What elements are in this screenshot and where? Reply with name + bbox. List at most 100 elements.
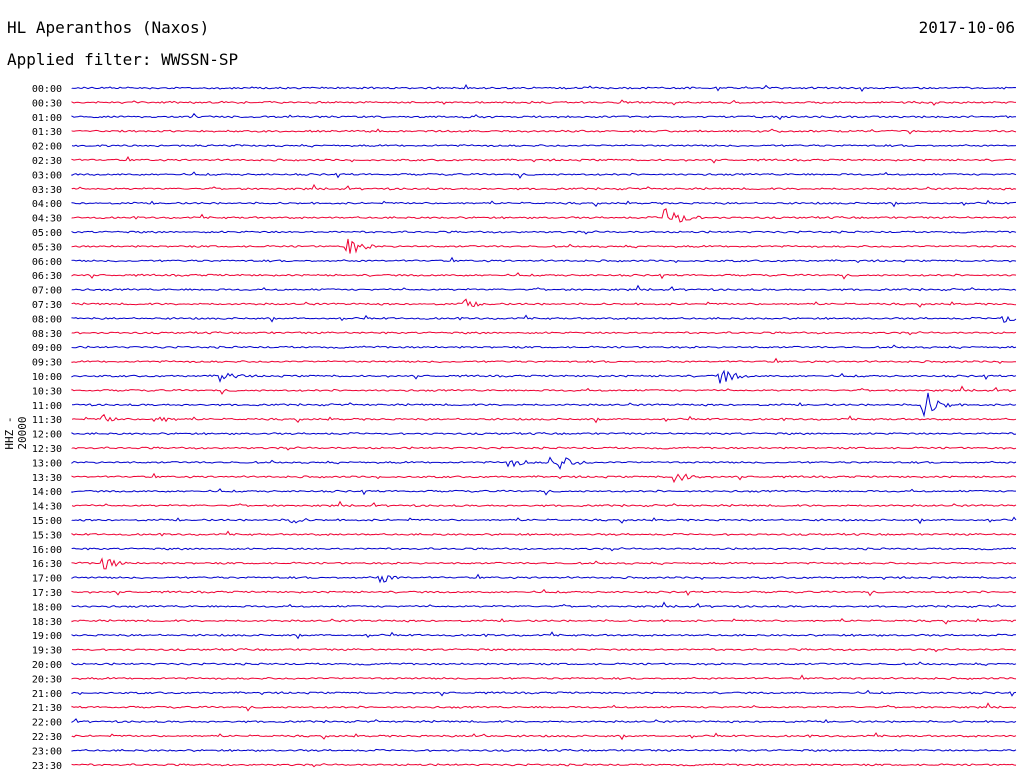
time-tick-label: 19:30	[32, 646, 62, 657]
trace-line	[71, 702, 1017, 712]
record-date: 2017-10-06	[918, 18, 1015, 37]
station-title: HL Aperanthos (Naxos)	[7, 18, 210, 37]
time-tick-label: 20:00	[32, 660, 62, 671]
trace-line	[71, 392, 1017, 418]
time-tick-label: 21:00	[32, 689, 62, 700]
time-tick-label: 19:00	[32, 631, 62, 642]
time-tick-label: 12:00	[32, 430, 62, 441]
trace-line	[71, 284, 1017, 292]
time-tick-label: 09:30	[32, 358, 62, 369]
trace-line	[71, 601, 1017, 609]
trace-line	[71, 413, 1017, 424]
trace-line	[71, 446, 1017, 451]
trace-line	[71, 557, 1017, 570]
trace-line	[71, 385, 1017, 395]
trace-line	[71, 573, 1017, 584]
trace-line	[71, 516, 1017, 525]
time-tick-label: 14:00	[32, 487, 62, 498]
trace-line	[71, 500, 1017, 508]
trace-line	[71, 155, 1017, 164]
trace-line	[71, 763, 1017, 768]
trace-line	[71, 369, 1017, 384]
trace-line	[71, 456, 1017, 470]
trace-line	[71, 238, 1017, 254]
time-tick-label: 11:00	[32, 401, 62, 412]
time-tick-label: 22:30	[32, 732, 62, 743]
trace-line	[71, 431, 1017, 436]
time-tick-label: 05:30	[32, 242, 62, 253]
time-tick-label: 02:00	[32, 142, 62, 153]
time-tick-label: 04:00	[32, 199, 62, 210]
time-tick-label: 15:30	[32, 530, 62, 541]
time-tick-label: 09:00	[32, 343, 62, 354]
time-tick-label: 17:00	[32, 574, 62, 585]
trace-line	[71, 647, 1017, 653]
time-tick-label: 05:00	[32, 228, 62, 239]
trace-line	[71, 488, 1016, 496]
time-tick-label: 20:30	[32, 674, 62, 685]
time-tick-label: 03:00	[32, 170, 62, 181]
trace-line	[71, 547, 1017, 552]
trace-line	[71, 272, 1017, 280]
time-tick-label: 06:30	[32, 271, 62, 282]
time-label-group: 00:00 00:30 01:00 01:30 02:00 02:30 03:00 03:30…	[32, 84, 62, 772]
time-tick-label: 23:00	[32, 746, 62, 757]
time-tick-label: 18:30	[32, 617, 62, 628]
time-tick-label: 12:30	[32, 444, 62, 455]
time-tick-label: 02:30	[32, 156, 62, 167]
trace-line	[71, 530, 1017, 537]
trace-line	[71, 230, 1017, 235]
trace-line	[71, 171, 1017, 179]
trace-line	[71, 689, 1017, 697]
time-tick-label: 10:00	[32, 372, 62, 383]
trace-line	[71, 748, 1017, 753]
trace-line	[71, 472, 1017, 484]
trace-line	[71, 298, 1017, 308]
trace-line	[71, 618, 1017, 625]
time-tick-label: 13:00	[32, 458, 62, 469]
trace-line	[71, 732, 1017, 741]
time-tick-label: 22:00	[32, 718, 62, 729]
time-tick-label: 11:30	[32, 415, 62, 426]
trace-line	[71, 112, 1016, 121]
time-tick-label: 01:00	[32, 113, 62, 124]
time-tick-label: 21:30	[32, 703, 62, 714]
time-tick-label: 04:30	[32, 214, 62, 225]
time-tick-label: 01:30	[32, 127, 62, 138]
trace-line	[71, 256, 1017, 264]
time-tick-label: 07:30	[32, 300, 62, 311]
time-tick-label: 00:00	[32, 84, 62, 95]
time-tick-label: 17:30	[32, 588, 62, 599]
time-tick-label: 16:30	[32, 559, 62, 570]
time-tick-label: 10:30	[32, 386, 62, 397]
time-tick-label: 07:00	[32, 286, 62, 297]
filter-label: Applied filter: WWSSN-SP	[7, 50, 239, 69]
trace-line	[71, 674, 1017, 680]
time-tick-label: 15:00	[32, 516, 62, 527]
time-tick-label: 08:30	[32, 329, 62, 340]
trace-line	[71, 208, 1017, 223]
trace-line	[71, 199, 1017, 208]
time-tick-label: 16:00	[32, 545, 62, 556]
trace-group	[71, 83, 1017, 768]
trace-line	[71, 331, 1017, 336]
time-tick-label: 14:30	[32, 502, 62, 513]
trace-line	[71, 357, 1017, 364]
trace-line	[71, 344, 1017, 350]
trace-line	[71, 83, 1017, 93]
trace-line	[71, 183, 1017, 191]
time-tick-label: 08:00	[32, 314, 62, 325]
time-tick-label: 18:00	[32, 602, 62, 613]
trace-line	[71, 128, 1017, 135]
trace-line	[71, 314, 1017, 323]
trace-line	[71, 718, 1017, 724]
trace-line	[71, 661, 1017, 666]
trace-line	[71, 143, 1017, 148]
time-tick-label: 03:30	[32, 185, 62, 196]
time-tick-label: 13:30	[32, 473, 62, 484]
trace-line	[71, 588, 1017, 597]
time-tick-label: 06:00	[32, 257, 62, 268]
trace-line	[71, 631, 1017, 640]
time-tick-label: 23:30	[32, 761, 62, 772]
